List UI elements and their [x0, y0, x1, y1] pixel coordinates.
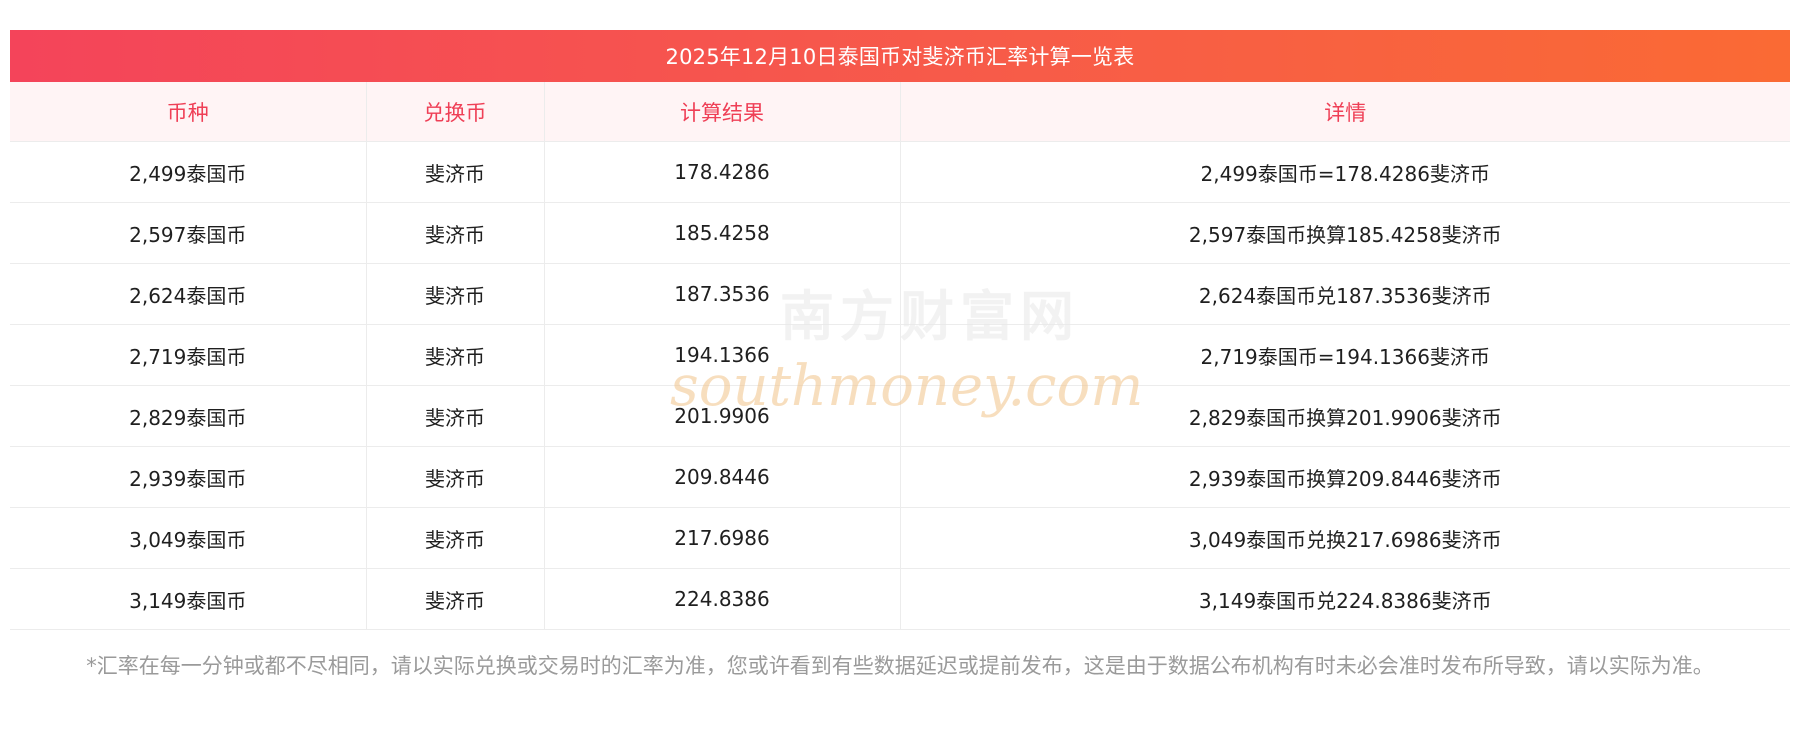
cell-detail: 2,499泰国币=178.4286斐济币	[900, 141, 1790, 203]
cell-result: 178.4286	[544, 141, 901, 203]
cell-currency: 3,049泰国币	[10, 507, 367, 569]
table-row: 3,149泰国币 斐济币 224.8386 3,149泰国币兑224.8386斐…	[10, 568, 1790, 630]
cell-currency: 2,939泰国币	[10, 446, 367, 508]
cell-target: 斐济币	[366, 202, 545, 264]
table-row: 2,829泰国币 斐济币 201.9906 2,829泰国币换算201.9906…	[10, 385, 1790, 447]
cell-result: 185.4258	[544, 202, 901, 264]
cell-result: 187.3536	[544, 263, 901, 325]
cell-detail: 3,049泰国币兑换217.6986斐济币	[900, 507, 1790, 569]
disclaimer-note: *汇率在每一分钟或都不尽相同，请以实际兑换或交易时的汇率为准，您或许看到有些数据…	[86, 654, 1714, 678]
table-header-row: 币种 兑换币 计算结果 详情	[10, 82, 1790, 142]
cell-currency: 2,597泰国币	[10, 202, 367, 264]
table-row: 2,499泰国币 斐济币 178.4286 2,499泰国币=178.4286斐…	[10, 141, 1790, 203]
table-row: 2,939泰国币 斐济币 209.8446 2,939泰国币换算209.8446…	[10, 446, 1790, 508]
header-target-currency: 兑换币	[366, 82, 545, 142]
cell-result: 224.8386	[544, 568, 901, 630]
cell-currency: 2,829泰国币	[10, 385, 367, 447]
cell-currency: 2,499泰国币	[10, 141, 367, 203]
header-detail: 详情	[900, 82, 1790, 142]
table-row: 2,597泰国币 斐济币 185.4258 2,597泰国币换算185.4258…	[10, 202, 1790, 264]
cell-result: 194.1366	[544, 324, 901, 386]
cell-target: 斐济币	[366, 263, 545, 325]
cell-detail: 2,939泰国币换算209.8446斐济币	[900, 446, 1790, 508]
cell-detail: 3,149泰国币兑224.8386斐济币	[900, 568, 1790, 630]
exchange-rate-table: 币种 兑换币 计算结果 详情 2,499泰国币 斐济币 178.4286 2,4…	[10, 82, 1790, 630]
cell-target: 斐济币	[366, 568, 545, 630]
header-result: 计算结果	[544, 82, 901, 142]
cell-detail: 2,719泰国币=194.1366斐济币	[900, 324, 1790, 386]
cell-target: 斐济币	[366, 324, 545, 386]
cell-currency: 2,624泰国币	[10, 263, 367, 325]
cell-target: 斐济币	[366, 141, 545, 203]
cell-result: 217.6986	[544, 507, 901, 569]
header-currency: 币种	[10, 82, 367, 142]
cell-currency: 2,719泰国币	[10, 324, 367, 386]
table-row: 3,049泰国币 斐济币 217.6986 3,049泰国币兑换217.6986…	[10, 507, 1790, 569]
cell-currency: 3,149泰国币	[10, 568, 367, 630]
cell-result: 209.8446	[544, 446, 901, 508]
table-title: 2025年12月10日泰国币对斐济币汇率计算一览表	[10, 30, 1790, 82]
table-row: 2,719泰国币 斐济币 194.1366 2,719泰国币=194.1366斐…	[10, 324, 1790, 386]
cell-target: 斐济币	[366, 385, 545, 447]
cell-detail: 2,829泰国币换算201.9906斐济币	[900, 385, 1790, 447]
cell-detail: 2,624泰国币兑187.3536斐济币	[900, 263, 1790, 325]
exchange-table-container: 2025年12月10日泰国币对斐济币汇率计算一览表 币种 兑换币 计算结果 详情…	[10, 30, 1790, 630]
table-row: 2,624泰国币 斐济币 187.3536 2,624泰国币兑187.3536斐…	[10, 263, 1790, 325]
cell-target: 斐济币	[366, 446, 545, 508]
cell-detail: 2,597泰国币换算185.4258斐济币	[900, 202, 1790, 264]
cell-target: 斐济币	[366, 507, 545, 569]
cell-result: 201.9906	[544, 385, 901, 447]
